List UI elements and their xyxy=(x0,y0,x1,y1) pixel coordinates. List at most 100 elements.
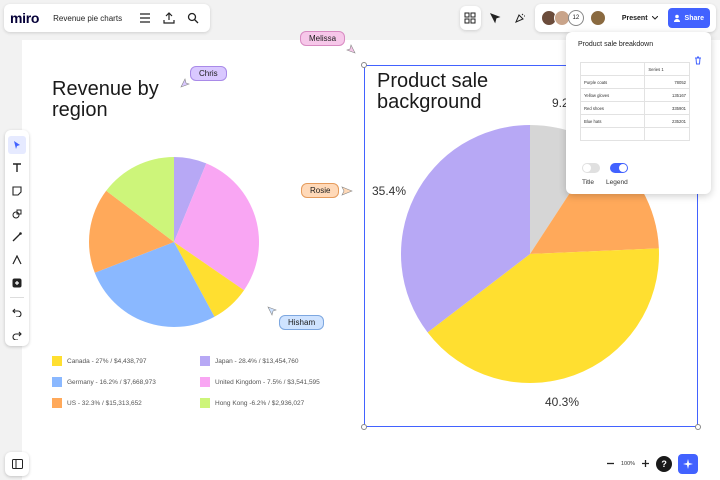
celebrate-icon[interactable] xyxy=(510,6,531,30)
sparkle-icon xyxy=(683,459,694,469)
data-sheet-table[interactable]: Series 1 Purple coats 78052 Yellow glove… xyxy=(579,62,690,141)
board-title[interactable]: Revenue pie charts xyxy=(53,13,123,23)
table-cell[interactable] xyxy=(579,62,646,76)
legend-label: Hong Kong -6.2% / $2,936,027 xyxy=(215,399,305,407)
yellow-slice-label: 40.3% xyxy=(545,395,580,409)
table-cell[interactable]: Purple coats xyxy=(579,75,646,89)
zoom-level[interactable]: 100% xyxy=(621,461,636,467)
connector-tool-icon[interactable] xyxy=(8,228,26,246)
present-button[interactable]: Present xyxy=(614,8,666,28)
help-button[interactable]: ? xyxy=(656,456,673,472)
table-row: Red shoes 335901 xyxy=(579,101,690,115)
sidebar-panel-icon xyxy=(11,459,23,469)
shapes-tool-icon[interactable] xyxy=(8,205,26,223)
resize-handle[interactable] xyxy=(361,424,367,430)
sticky-note-icon[interactable] xyxy=(8,182,26,200)
ai-assist-button[interactable] xyxy=(678,454,699,474)
collaborators-group[interactable]: 12 Present Share xyxy=(534,4,717,32)
legend-item: Japan - 28.4% / $13,454,760 xyxy=(200,356,298,366)
title-toggle[interactable] xyxy=(582,163,600,173)
legend-swatch xyxy=(200,377,210,387)
delete-icon[interactable] xyxy=(694,52,702,70)
legend-toggle[interactable] xyxy=(610,163,628,173)
cursor-label-chris: Chris xyxy=(190,66,227,81)
pie-slice[interactable] xyxy=(174,157,207,242)
table-cell[interactable] xyxy=(644,127,690,141)
table-row: Blue hats 235201 xyxy=(579,114,690,128)
legend-label: Germany - 16.2% / $7,668,973 xyxy=(67,378,156,386)
more-tools-icon[interactable] xyxy=(8,274,26,292)
revenue-title-line-2: region xyxy=(52,99,108,121)
product-title-line-1: Product sale xyxy=(377,70,489,92)
revenue-chart-title[interactable]: Revenue by region xyxy=(52,79,159,121)
legend-swatch xyxy=(200,356,210,366)
legend-item: Hong Kong -6.2% / $2,936,027 xyxy=(200,398,304,408)
title-toggle-label: Title xyxy=(582,179,595,186)
product-title-line-2: background xyxy=(377,91,482,113)
miro-logo[interactable]: miro xyxy=(10,10,40,26)
select-tool-icon[interactable] xyxy=(8,136,26,154)
zoom-in-icon[interactable] xyxy=(641,455,650,473)
legend-swatch xyxy=(52,356,62,366)
table-header-cell[interactable]: Series 1 xyxy=(644,62,690,76)
table-cell[interactable]: 235201 xyxy=(644,114,690,128)
resize-handle[interactable] xyxy=(361,62,367,68)
chevron-down-icon xyxy=(651,16,658,20)
gray-slice-label: 9.2 xyxy=(552,96,569,110)
pie-slice[interactable] xyxy=(89,190,174,273)
revenue-title-line-1: Revenue by xyxy=(52,78,159,100)
frames-panel-button[interactable] xyxy=(5,452,29,476)
table-cell[interactable]: Yellow gloves xyxy=(579,88,646,102)
zoom-controls: 100% ? xyxy=(600,452,716,476)
pie-slice[interactable] xyxy=(427,248,659,383)
legend-item: United Kingdom - 7.5% / $3,541,595 xyxy=(200,377,320,387)
table-row: Yellow gloves 135167 xyxy=(579,88,690,102)
collaborator-count[interactable]: 12 xyxy=(567,10,584,26)
pie-slice[interactable] xyxy=(94,242,215,327)
text-tool-icon[interactable] xyxy=(8,159,26,177)
table-cell[interactable]: 78052 xyxy=(644,75,690,89)
table-cell[interactable]: Blue hats xyxy=(579,114,646,128)
revenue-pie-chart[interactable] xyxy=(88,156,260,328)
resize-handle[interactable] xyxy=(695,424,701,430)
table-cell[interactable]: Red shoes xyxy=(579,101,646,115)
legend-label: US - 32.3% / $15,313,652 xyxy=(67,399,142,407)
pie-slice[interactable] xyxy=(106,157,174,242)
undo-icon[interactable] xyxy=(8,303,26,321)
chart-settings-panel: Product sale breakdown Series 1 Purple c… xyxy=(566,32,711,194)
legend-toggle-label: Legend xyxy=(606,179,628,186)
toggle-knob xyxy=(583,164,591,172)
search-icon[interactable] xyxy=(184,9,202,27)
board-header: miro Revenue pie charts xyxy=(4,4,210,32)
pie-slice[interactable] xyxy=(174,163,259,291)
present-label: Present xyxy=(621,14,648,22)
product-chart-title[interactable]: Product sale background xyxy=(377,71,488,113)
share-button[interactable]: Share xyxy=(667,8,711,28)
pie-slice[interactable] xyxy=(174,242,245,317)
menu-icon[interactable] xyxy=(136,9,154,27)
legend-item: Germany - 16.2% / $7,668,973 xyxy=(52,377,156,387)
share-label: Share xyxy=(684,14,705,22)
legend-label: United Kingdom - 7.5% / $3,541,595 xyxy=(215,378,320,386)
cursor-label-hisham: Hisham xyxy=(279,315,325,330)
collaboration-bar: 12 Present Share xyxy=(460,4,717,32)
pie-slice[interactable] xyxy=(401,125,530,333)
creation-toolbar xyxy=(5,130,29,346)
legend-label: Canada - 27% / $4,438,797 xyxy=(67,357,147,365)
table-cell[interactable]: 335901 xyxy=(644,101,690,115)
table-row: Series 1 xyxy=(579,62,690,76)
legend-swatch xyxy=(52,398,62,408)
redo-icon[interactable] xyxy=(8,326,26,344)
reactions-icon[interactable] xyxy=(485,6,506,30)
table-cell[interactable]: 135167 xyxy=(644,88,690,102)
upload-icon[interactable] xyxy=(160,9,178,27)
table-cell[interactable] xyxy=(579,127,646,141)
toolbar-divider xyxy=(10,297,24,298)
legend-item: US - 32.3% / $15,313,652 xyxy=(52,398,142,408)
apps-grid-icon[interactable] xyxy=(460,6,481,30)
current-user-avatar[interactable] xyxy=(589,10,606,26)
cursor-label-rosie: Rosie xyxy=(301,183,340,198)
zoom-out-icon[interactable] xyxy=(606,455,615,473)
panel-title: Product sale breakdown xyxy=(578,41,654,48)
pen-tool-icon[interactable] xyxy=(8,251,26,269)
